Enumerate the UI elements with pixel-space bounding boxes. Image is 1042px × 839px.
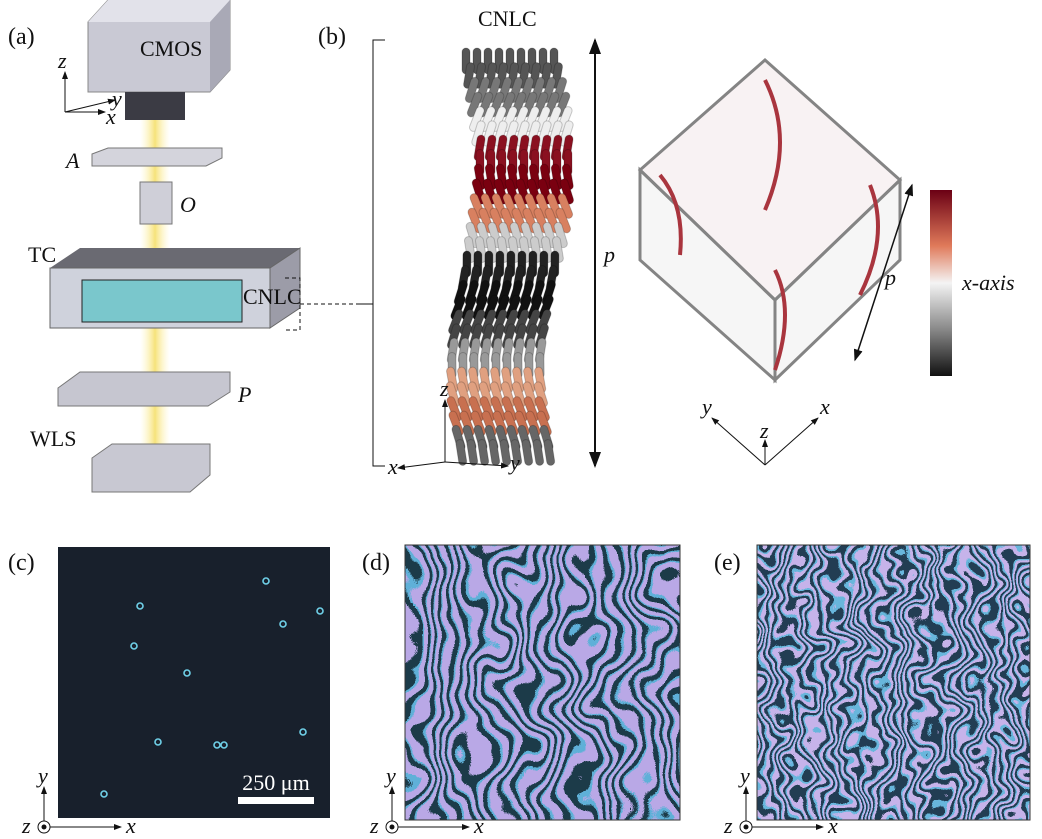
panel-label: (a) bbox=[8, 24, 35, 50]
analyzer bbox=[92, 148, 222, 166]
defect bbox=[317, 608, 323, 614]
rod bbox=[466, 439, 478, 466]
defect bbox=[263, 578, 269, 584]
axis-label: z bbox=[21, 813, 31, 838]
helix-title: CNLC bbox=[478, 6, 537, 31]
helix-rods bbox=[445, 48, 574, 466]
axis-label: x bbox=[125, 813, 136, 838]
panel-a: (a) CMOS z y x A O TC CNLC P WLS bbox=[8, 0, 360, 492]
defect bbox=[137, 603, 143, 609]
defect bbox=[280, 621, 286, 627]
axis-label: y bbox=[36, 763, 48, 788]
axis-origin-dot bbox=[42, 825, 47, 830]
axis-label: y bbox=[700, 394, 712, 419]
axis-label: y bbox=[738, 763, 750, 788]
defect bbox=[184, 670, 190, 676]
axis-label: x bbox=[819, 394, 830, 419]
colorbar-label: x-axis bbox=[961, 270, 1015, 295]
panel-label: (e) bbox=[714, 550, 741, 576]
rod bbox=[488, 439, 500, 466]
panel-b: (b) CNLC p z x y p x-axis y x z bbox=[318, 6, 1015, 479]
axis-label: x bbox=[827, 813, 838, 838]
axis-origin-dot bbox=[390, 825, 395, 830]
panel-label: (c) bbox=[8, 550, 35, 576]
axis-label: x bbox=[473, 813, 484, 838]
figure: (a) CMOS z y x A O TC CNLC P WLS (b) CNL… bbox=[0, 0, 1042, 839]
defect bbox=[221, 742, 227, 748]
axis-origin-dot bbox=[744, 825, 749, 830]
defect bbox=[131, 643, 137, 649]
helix-box bbox=[640, 60, 900, 380]
axis-label: z bbox=[759, 418, 769, 443]
axis-label: z bbox=[57, 48, 67, 73]
panel-label: (b) bbox=[318, 24, 346, 50]
panel-e: (e) bbox=[707, 495, 1042, 839]
defect bbox=[101, 791, 107, 797]
defect bbox=[214, 742, 220, 748]
rod bbox=[543, 439, 555, 466]
defect bbox=[155, 739, 161, 745]
micrograph bbox=[355, 495, 730, 839]
rod bbox=[477, 439, 489, 466]
cell-inset-label: CNLC bbox=[243, 284, 302, 309]
panel-d: (d) bbox=[355, 495, 730, 839]
panel-label: (d) bbox=[362, 550, 390, 576]
polarizer bbox=[58, 372, 230, 406]
defect bbox=[300, 729, 306, 735]
colorbar bbox=[930, 190, 952, 376]
panel-c: (c) 250 μm bbox=[8, 547, 330, 818]
rod bbox=[455, 439, 467, 466]
objective bbox=[140, 182, 172, 224]
rod bbox=[532, 439, 544, 466]
cell-label: TC bbox=[28, 242, 56, 267]
axis-label: x bbox=[105, 104, 116, 129]
scale-bar bbox=[238, 797, 314, 804]
light-source bbox=[92, 444, 210, 492]
axis-label: y bbox=[384, 763, 396, 788]
cell bbox=[50, 248, 300, 268]
objective-label: O bbox=[180, 192, 196, 217]
axis-label: z bbox=[439, 376, 449, 401]
rod bbox=[521, 439, 533, 466]
axis-label: y bbox=[508, 450, 520, 475]
camera-label: CMOS bbox=[140, 36, 202, 61]
axis-label: z bbox=[723, 813, 733, 838]
analyzer-label: A bbox=[64, 148, 80, 173]
axis-label: x bbox=[387, 454, 398, 479]
polarizer-label: P bbox=[237, 382, 251, 407]
scale-bar-label: 250 μm bbox=[242, 770, 309, 795]
axis-label: z bbox=[369, 813, 379, 838]
lens bbox=[125, 92, 185, 120]
pitch-label: p bbox=[883, 265, 896, 290]
pitch-label: p bbox=[602, 242, 615, 267]
source-label: WLS bbox=[30, 426, 76, 451]
